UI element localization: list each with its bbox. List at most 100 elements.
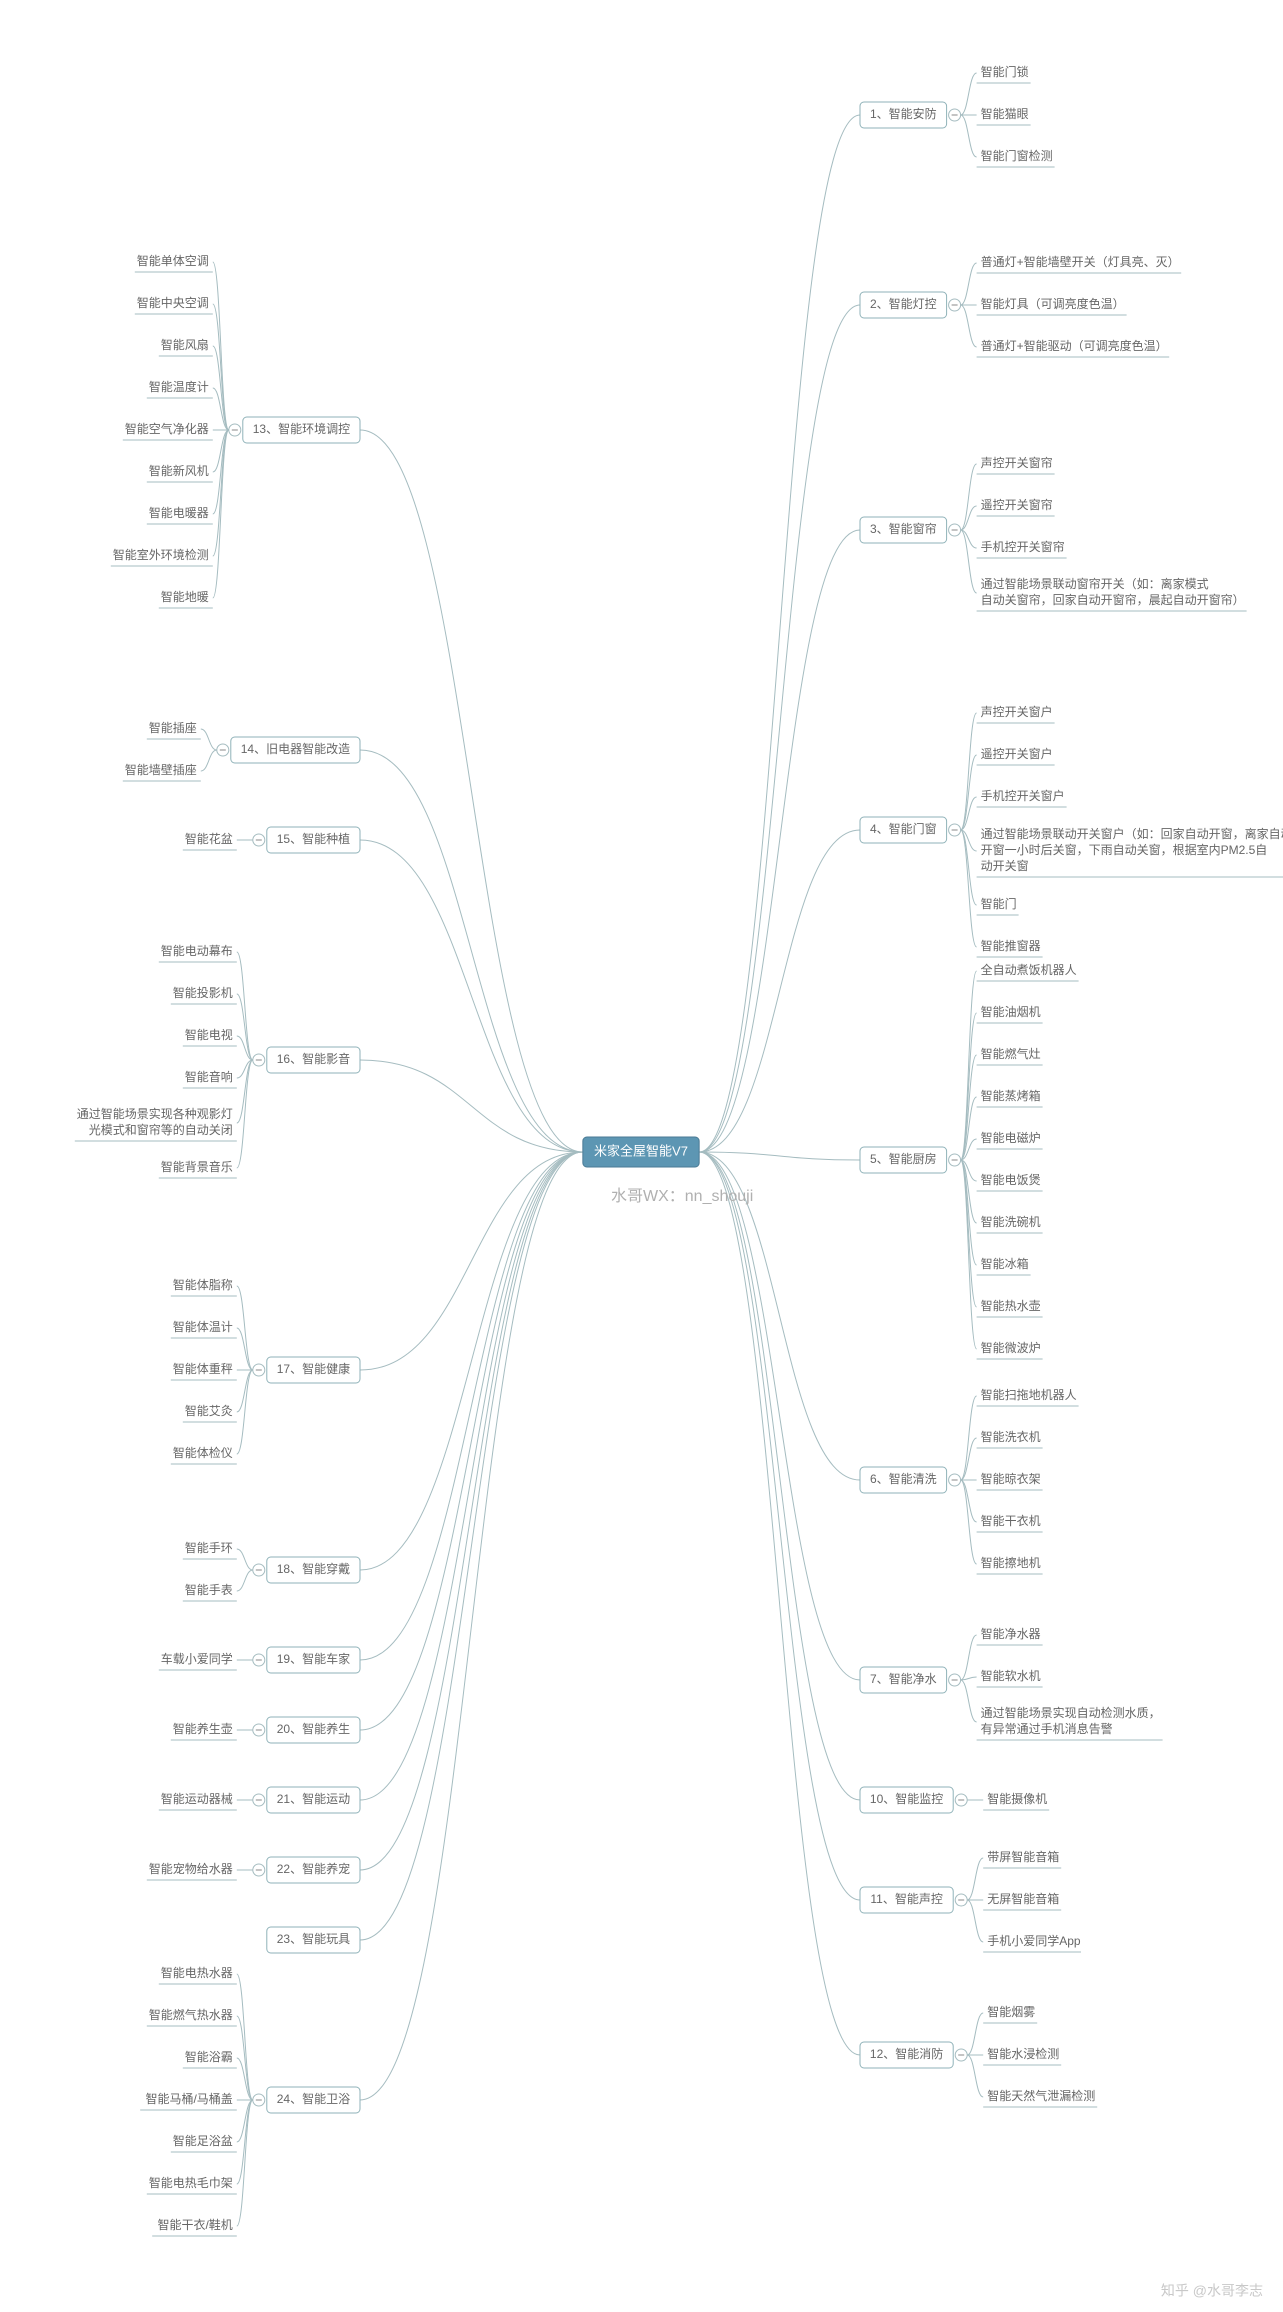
svg-text:智能浴霸: 智能浴霸 <box>185 2049 233 2064</box>
branch-node[interactable]: 13、智能环境调控 <box>229 417 360 443</box>
svg-text:智能扫拖地机器人: 智能扫拖地机器人 <box>981 1387 1077 1402</box>
toggle-icon[interactable] <box>949 109 961 121</box>
svg-text:智能电热水器: 智能电热水器 <box>161 1965 233 1980</box>
root-node[interactable]: 米家全屋智能V7 <box>583 1137 699 1167</box>
svg-text:通过智能场景实现各种观影灯光模式和窗帘等的自动关闭: 通过智能场景实现各种观影灯光模式和窗帘等的自动关闭 <box>77 1106 233 1137</box>
branch-node[interactable]: 22、智能养宠 <box>253 1857 360 1883</box>
branch-node[interactable]: 11、智能声控 <box>860 1887 967 1913</box>
svg-text:手机控开关窗户: 手机控开关窗户 <box>981 788 1065 803</box>
branch-node[interactable]: 20、智能养生 <box>253 1717 360 1743</box>
toggle-icon[interactable] <box>253 1564 265 1576</box>
toggle-icon[interactable] <box>955 1894 967 1906</box>
toggle-icon[interactable] <box>955 1794 967 1806</box>
svg-text:5、智能厨房: 5、智能厨房 <box>870 1151 937 1166</box>
svg-text:普通灯+智能墙壁开关（灯具亮、灭）: 普通灯+智能墙壁开关（灯具亮、灭） <box>981 254 1180 269</box>
branch-node[interactable]: 5、智能厨房 <box>860 1147 961 1173</box>
toggle-icon[interactable] <box>229 424 241 436</box>
svg-text:17、智能健康: 17、智能健康 <box>277 1361 350 1376</box>
toggle-icon[interactable] <box>253 1054 265 1066</box>
leaf-node: 智能门 <box>977 896 1019 915</box>
svg-text:通过智能场景联动窗帘开关（如：离家模式自动关窗帘，回家自动开: 通过智能场景联动窗帘开关（如：离家模式自动关窗帘，回家自动开窗帘，晨起自动开窗帘… <box>981 576 1245 607</box>
branch-node[interactable]: 3、智能窗帘 <box>860 517 961 543</box>
leaf-node: 智能灯具（可调亮度色温） <box>977 296 1127 315</box>
leaf-node: 智能摄像机 <box>983 1791 1049 1810</box>
branch-node[interactable]: 2、智能灯控 <box>860 292 961 318</box>
svg-text:智能风扇: 智能风扇 <box>161 337 209 352</box>
svg-text:智能洗衣机: 智能洗衣机 <box>981 1429 1041 1444</box>
svg-text:15、智能种植: 15、智能种植 <box>277 831 350 846</box>
svg-text:智能晾衣架: 智能晾衣架 <box>981 1471 1041 1486</box>
branch-node[interactable]: 21、智能运动 <box>253 1787 360 1813</box>
svg-text:智能地暖: 智能地暖 <box>161 589 209 604</box>
branch-node[interactable]: 14、旧电器智能改造 <box>217 737 360 763</box>
branch-node[interactable]: 12、智能消防 <box>860 2042 967 2068</box>
toggle-icon[interactable] <box>253 1654 265 1666</box>
svg-text:19、智能车家: 19、智能车家 <box>277 1651 350 1666</box>
leaf-node: 智能门锁 <box>977 64 1031 83</box>
svg-text:智能运动器械: 智能运动器械 <box>161 1791 233 1806</box>
leaf-node: 智能体脂称 <box>171 1277 237 1296</box>
svg-text:带屏智能音箱: 带屏智能音箱 <box>987 1849 1059 1864</box>
svg-text:4、智能门窗: 4、智能门窗 <box>870 821 937 836</box>
leaf-node: 智能足浴盆 <box>171 2133 237 2152</box>
branch-node[interactable]: 16、智能影音 <box>253 1047 360 1073</box>
svg-text:智能体温计: 智能体温计 <box>173 1319 233 1334</box>
svg-text:手机控开关窗帘: 手机控开关窗帘 <box>981 539 1065 554</box>
svg-text:智能推窗器: 智能推窗器 <box>981 938 1041 953</box>
leaf-node: 智能养生壶 <box>171 1721 237 1740</box>
toggle-icon[interactable] <box>253 1794 265 1806</box>
svg-text:智能体检仪: 智能体检仪 <box>173 1445 233 1460</box>
toggle-icon[interactable] <box>217 744 229 756</box>
leaf-node: 智能干衣机 <box>977 1513 1043 1532</box>
branch-node[interactable]: 4、智能门窗 <box>860 817 961 843</box>
svg-text:智能净水器: 智能净水器 <box>981 1626 1041 1641</box>
toggle-icon[interactable] <box>253 1864 265 1876</box>
svg-text:智能干衣机: 智能干衣机 <box>981 1513 1041 1528</box>
toggle-icon[interactable] <box>949 299 961 311</box>
leaf-node: 智能软水机 <box>977 1668 1043 1687</box>
svg-text:智能体脂称: 智能体脂称 <box>173 1277 233 1292</box>
svg-text:智能天然气泄漏检测: 智能天然气泄漏检测 <box>987 2088 1095 2103</box>
toggle-icon[interactable] <box>949 524 961 536</box>
svg-text:智能空气净化器: 智能空气净化器 <box>125 421 209 436</box>
branch-node[interactable]: 6、智能清洗 <box>860 1467 961 1493</box>
svg-text:20、智能养生: 20、智能养生 <box>277 1721 350 1736</box>
toggle-icon[interactable] <box>253 834 265 846</box>
branch-node[interactable]: 15、智能种植 <box>253 827 360 853</box>
branch-node[interactable]: 18、智能穿戴 <box>253 1557 360 1583</box>
toggle-icon[interactable] <box>253 1724 265 1736</box>
leaf-node: 通过智能场景联动窗帘开关（如：离家模式自动关窗帘，回家自动开窗帘，晨起自动开窗帘… <box>977 576 1247 611</box>
toggle-icon[interactable] <box>955 2049 967 2061</box>
leaf-node: 智能艾灸 <box>183 1403 237 1422</box>
svg-text:智能门: 智能门 <box>981 896 1017 911</box>
branch-node[interactable]: 1、智能安防 <box>860 102 961 128</box>
toggle-icon[interactable] <box>949 824 961 836</box>
leaf-node: 智能微波炉 <box>977 1340 1043 1359</box>
leaf-node: 智能天然气泄漏检测 <box>983 2088 1097 2107</box>
branch-node[interactable]: 24、智能卫浴 <box>253 2087 360 2113</box>
toggle-icon[interactable] <box>949 1154 961 1166</box>
leaf-node: 智能温度计 <box>147 379 213 398</box>
leaf-node: 智能体温计 <box>171 1319 237 1338</box>
leaf-node: 智能洗碗机 <box>977 1214 1043 1233</box>
branch-node[interactable]: 23、智能玩具 <box>267 1927 360 1953</box>
branch-node[interactable]: 17、智能健康 <box>253 1357 360 1383</box>
leaf-node: 智能新风机 <box>147 463 213 482</box>
svg-text:14、旧电器智能改造: 14、旧电器智能改造 <box>241 741 350 756</box>
toggle-icon[interactable] <box>253 1364 265 1376</box>
branch-node[interactable]: 7、智能净水 <box>860 1667 961 1693</box>
toggle-icon[interactable] <box>253 2094 265 2106</box>
toggle-icon[interactable] <box>949 1474 961 1486</box>
leaf-node: 智能热水壶 <box>977 1298 1043 1317</box>
svg-text:智能养生壶: 智能养生壶 <box>173 1721 233 1736</box>
branch-node[interactable]: 10、智能监控 <box>860 1787 967 1813</box>
leaf-node: 全自动煮饭机器人 <box>977 962 1079 981</box>
leaf-node: 智能空气净化器 <box>123 421 213 440</box>
leaf-node: 智能猫眼 <box>977 106 1031 125</box>
svg-text:通过智能场景联动开关窗户（如：回家自动开窗，离家自动开窗一小: 通过智能场景联动开关窗户（如：回家自动开窗，离家自动开窗一小时后关窗，下雨自动关… <box>981 826 1283 873</box>
svg-text:智能中央空调: 智能中央空调 <box>137 295 209 310</box>
toggle-icon[interactable] <box>949 1674 961 1686</box>
branch-node[interactable]: 19、智能车家 <box>253 1647 360 1673</box>
svg-text:24、智能卫浴: 24、智能卫浴 <box>277 2091 350 2106</box>
svg-text:智能墙壁插座: 智能墙壁插座 <box>125 762 197 777</box>
